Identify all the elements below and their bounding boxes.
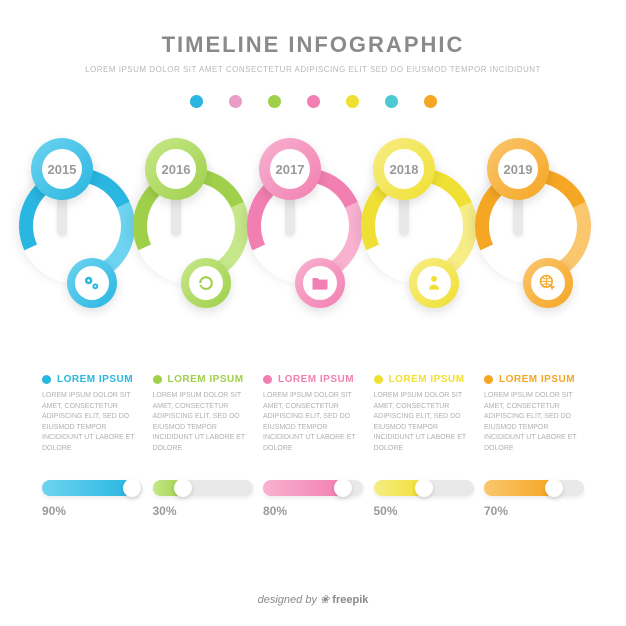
connector-stub (285, 196, 295, 236)
person-icon (417, 266, 451, 300)
decorative-dots-row (0, 95, 626, 108)
progress-bar: 90% (42, 480, 142, 518)
year-label: 2019 (498, 149, 538, 189)
year-label: 2018 (384, 149, 424, 189)
progress-fill (484, 480, 554, 496)
progress-track (484, 480, 584, 496)
progress-bar: 80% (263, 480, 363, 518)
refresh-icon (189, 266, 223, 300)
icon-badge (409, 258, 459, 308)
year-label: 2015 (42, 149, 82, 189)
attribution-footer: designed by ❀ freepik (0, 593, 626, 606)
progress-track (374, 480, 474, 496)
column-heading: LOREM IPSUM (374, 374, 474, 385)
decorative-dot (385, 95, 398, 108)
year-badge: 2018 (373, 138, 435, 200)
progress-track (153, 480, 253, 496)
progress-label: 30% (153, 504, 253, 518)
progress-label: 70% (484, 504, 584, 518)
progress-label: 80% (263, 504, 363, 518)
gears-icon (75, 266, 109, 300)
page-title: TIMELINE INFOGRAPHIC (0, 32, 626, 58)
info-column: LOREM IPSUM LOREM IPSUM DOLOR SIT AMET, C… (484, 374, 584, 454)
decorative-dot (190, 95, 203, 108)
year-label: 2017 (270, 149, 310, 189)
column-body: LOREM IPSUM DOLOR SIT AMET, CONSECTETUR … (484, 391, 584, 454)
progress-label: 50% (374, 504, 474, 518)
decorative-dot (229, 95, 242, 108)
icon-badge (295, 258, 345, 308)
column-heading: LOREM IPSUM (484, 374, 584, 385)
year-label: 2016 (156, 149, 196, 189)
columns-row: LOREM IPSUM LOREM IPSUM DOLOR SIT AMET, C… (0, 374, 626, 454)
column-heading-text: LOREM IPSUM (499, 374, 575, 385)
info-column: LOREM IPSUM LOREM IPSUM DOLOR SIT AMET, C… (374, 374, 474, 454)
connector-stub (399, 196, 409, 236)
column-heading: LOREM IPSUM (153, 374, 253, 385)
column-body: LOREM IPSUM DOLOR SIT AMET, CONSECTETUR … (263, 391, 363, 454)
year-badge: 2015 (31, 138, 93, 200)
progress-knob (174, 479, 192, 497)
decorative-dot (346, 95, 359, 108)
progress-knob (334, 479, 352, 497)
year-badge: 2017 (259, 138, 321, 200)
footer-prefix: designed by (258, 594, 320, 606)
footer-flower-icon: ❀ (320, 594, 329, 606)
column-heading-text: LOREM IPSUM (389, 374, 465, 385)
year-badge: 2019 (487, 138, 549, 200)
column-heading-text: LOREM IPSUM (278, 374, 354, 385)
globe-cursor-icon (531, 266, 565, 300)
decorative-dot (424, 95, 437, 108)
timeline-graphic: 2015 2016 2017 2018 2019 (0, 138, 626, 368)
column-heading-text: LOREM IPSUM (57, 374, 133, 385)
progress-track (42, 480, 142, 496)
connector-stub (171, 196, 181, 236)
column-heading: LOREM IPSUM (42, 374, 142, 385)
page-subtitle: LOREM IPSUM DOLOR SIT AMET CONSECTETUR A… (0, 64, 626, 75)
progress-label: 90% (42, 504, 142, 518)
progress-knob (123, 479, 141, 497)
folder-icon (303, 266, 337, 300)
column-heading: LOREM IPSUM (263, 374, 363, 385)
info-column: LOREM IPSUM LOREM IPSUM DOLOR SIT AMET, C… (263, 374, 363, 454)
decorative-dot (307, 95, 320, 108)
progress-fill (42, 480, 132, 496)
progress-knob (415, 479, 433, 497)
connector-stub (57, 196, 67, 236)
progress-bar: 70% (484, 480, 584, 518)
progress-bars-row: 90% 30% 80% 50% 70% (0, 480, 626, 518)
column-heading-text: LOREM IPSUM (168, 374, 244, 385)
header: TIMELINE INFOGRAPHIC LOREM IPSUM DOLOR S… (0, 0, 626, 75)
progress-bar: 50% (374, 480, 474, 518)
info-column: LOREM IPSUM LOREM IPSUM DOLOR SIT AMET, C… (42, 374, 142, 454)
progress-bar: 30% (153, 480, 253, 518)
progress-track (263, 480, 363, 496)
progress-fill (263, 480, 343, 496)
info-column: LOREM IPSUM LOREM IPSUM DOLOR SIT AMET, C… (153, 374, 253, 454)
connector-stub (513, 196, 523, 236)
year-badge: 2016 (145, 138, 207, 200)
icon-badge (181, 258, 231, 308)
progress-knob (545, 479, 563, 497)
column-body: LOREM IPSUM DOLOR SIT AMET, CONSECTETUR … (153, 391, 253, 454)
icon-badge (523, 258, 573, 308)
column-body: LOREM IPSUM DOLOR SIT AMET, CONSECTETUR … (374, 391, 474, 454)
footer-brand: freepik (332, 594, 368, 606)
icon-badge (67, 258, 117, 308)
decorative-dot (268, 95, 281, 108)
column-body: LOREM IPSUM DOLOR SIT AMET, CONSECTETUR … (42, 391, 142, 454)
